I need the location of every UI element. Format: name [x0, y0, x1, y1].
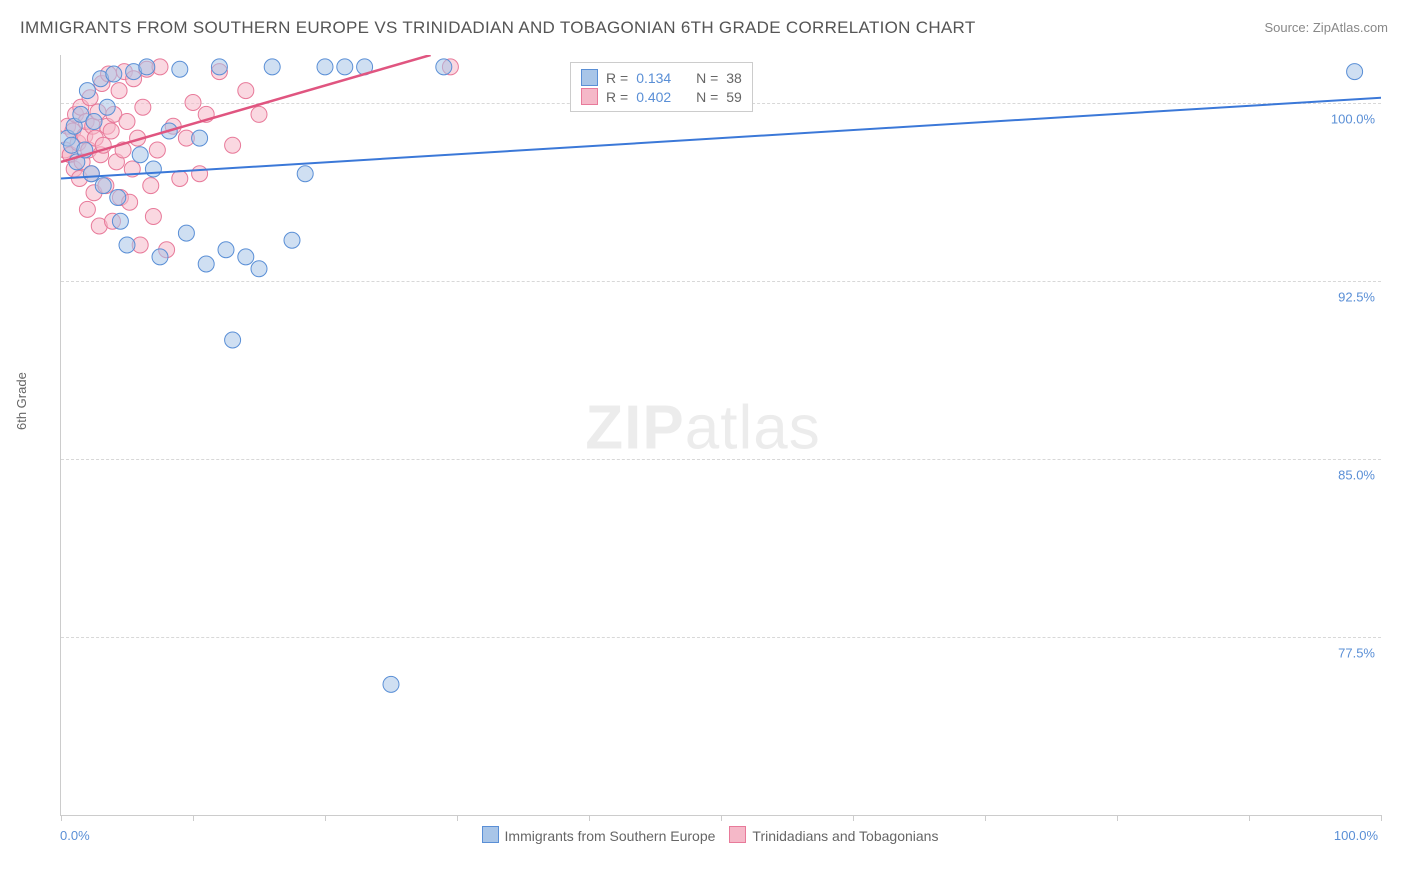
scatter-point	[211, 59, 227, 75]
scatter-point	[198, 256, 214, 272]
legend-label: Trinidadians and Tobagonians	[752, 828, 938, 844]
scatter-point	[1347, 64, 1363, 80]
scatter-point	[337, 59, 353, 75]
stats-row: R = 0.402 N = 59	[581, 87, 742, 106]
x-tick	[589, 815, 590, 821]
x-tick	[193, 815, 194, 821]
scatter-point	[238, 83, 254, 99]
scatter-point	[172, 171, 188, 187]
scatter-point	[139, 59, 155, 75]
stat-r-label: R =	[606, 89, 628, 105]
chart-title: IMMIGRANTS FROM SOUTHERN EUROPE VS TRINI…	[20, 18, 976, 38]
scatter-point	[225, 137, 241, 153]
scatter-point	[119, 237, 135, 253]
scatter-point	[83, 166, 99, 182]
scatter-point	[264, 59, 280, 75]
stats-row: R = 0.134 N = 38	[581, 68, 742, 87]
scatter-point	[284, 232, 300, 248]
scatter-point	[103, 123, 119, 139]
scatter-point	[225, 332, 241, 348]
source-label: Source: ZipAtlas.com	[1264, 20, 1388, 35]
x-tick	[1117, 815, 1118, 821]
scatter-point	[192, 130, 208, 146]
stat-n-value: 38	[726, 70, 742, 86]
x-tick	[457, 815, 458, 821]
scatter-point	[112, 213, 128, 229]
scatter-point	[111, 83, 127, 99]
stat-r-label: R =	[606, 70, 628, 86]
chart-svg	[61, 55, 1381, 815]
scatter-point	[95, 178, 111, 194]
x-tick	[61, 815, 62, 821]
scatter-point	[178, 225, 194, 241]
stat-n-label: N =	[692, 70, 718, 86]
scatter-point	[152, 249, 168, 265]
scatter-point	[317, 59, 333, 75]
x-tick	[721, 815, 722, 821]
scatter-point	[145, 161, 161, 177]
scatter-point	[135, 99, 151, 115]
bottom-legend: Immigrants from Southern Europe Trinidadi…	[0, 826, 1406, 844]
x-tick	[985, 815, 986, 821]
scatter-point	[383, 676, 399, 692]
stat-r-value: 0.402	[636, 89, 684, 105]
stat-n-label: N =	[692, 89, 718, 105]
x-tick	[325, 815, 326, 821]
scatter-point	[149, 142, 165, 158]
x-tick	[1249, 815, 1250, 821]
scatter-point	[297, 166, 313, 182]
scatter-point	[79, 83, 95, 99]
scatter-point	[192, 166, 208, 182]
scatter-point	[238, 249, 254, 265]
scatter-point	[119, 114, 135, 130]
legend-swatch	[581, 88, 598, 105]
scatter-point	[110, 190, 126, 206]
plot-area: 100.0%92.5%85.0%77.5%	[60, 55, 1381, 816]
x-tick	[853, 815, 854, 821]
stat-n-value: 59	[726, 89, 742, 105]
legend-swatch	[482, 826, 499, 843]
legend-label: Immigrants from Southern Europe	[505, 828, 716, 844]
scatter-point	[185, 95, 201, 111]
scatter-point	[436, 59, 452, 75]
x-tick	[1381, 815, 1382, 821]
scatter-point	[172, 61, 188, 77]
legend-swatch	[581, 69, 598, 86]
stats-legend-box: R = 0.134 N = 38 R = 0.402 N = 59	[570, 62, 753, 112]
y-axis-label: 6th Grade	[14, 372, 29, 430]
legend-swatch	[729, 826, 746, 843]
scatter-point	[251, 261, 267, 277]
scatter-point	[79, 201, 95, 217]
scatter-point	[99, 99, 115, 115]
scatter-point	[251, 106, 267, 122]
scatter-point	[218, 242, 234, 258]
scatter-point	[145, 209, 161, 225]
scatter-point	[106, 66, 122, 82]
scatter-point	[143, 178, 159, 194]
scatter-point	[132, 147, 148, 163]
stat-r-value: 0.134	[636, 70, 684, 86]
scatter-point	[86, 114, 102, 130]
